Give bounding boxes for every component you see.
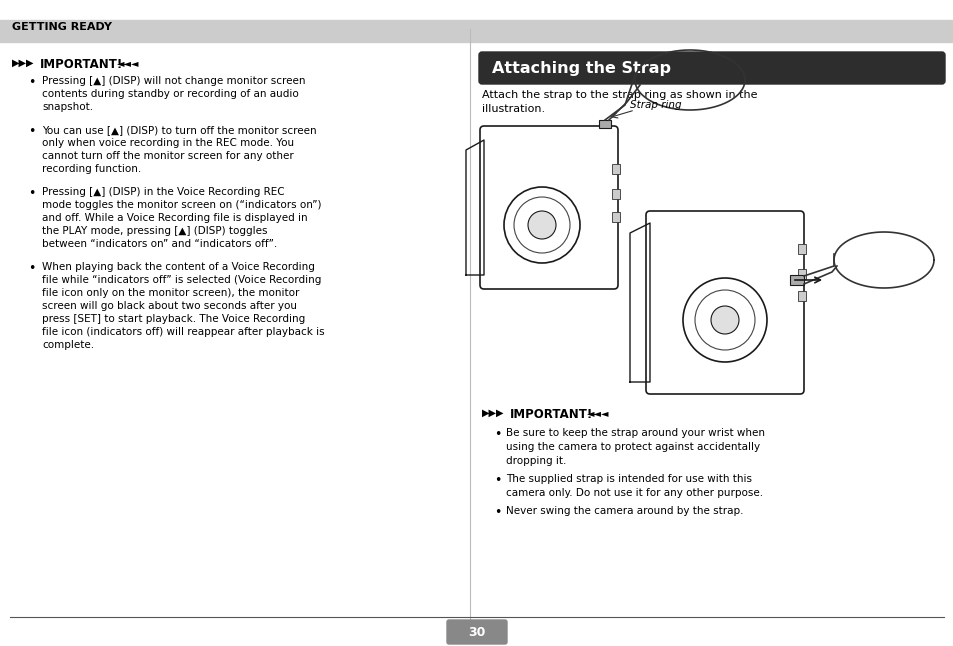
Text: •: • (28, 76, 35, 89)
Bar (789, 275, 803, 285)
FancyBboxPatch shape (478, 52, 944, 84)
FancyBboxPatch shape (447, 620, 506, 644)
FancyBboxPatch shape (645, 211, 803, 394)
Text: Pressing [▲] (DISP) will not change monitor screen: Pressing [▲] (DISP) will not change moni… (42, 76, 305, 86)
Bar (612, 164, 619, 174)
Text: the PLAY mode, pressing [▲] (DISP) toggles: the PLAY mode, pressing [▲] (DISP) toggl… (42, 226, 267, 236)
Bar (797, 269, 805, 279)
Text: screen will go black about two seconds after you: screen will go black about two seconds a… (42, 301, 296, 311)
Text: •: • (28, 187, 35, 200)
Text: •: • (28, 125, 35, 138)
Text: The supplied strap is intended for use with this: The supplied strap is intended for use w… (505, 474, 751, 484)
Text: mode toggles the monitor screen on (“indicators on”): mode toggles the monitor screen on (“ind… (42, 200, 321, 210)
Text: Strap ring: Strap ring (629, 100, 680, 110)
Text: and off. While a Voice Recording file is displayed in: and off. While a Voice Recording file is… (42, 213, 307, 223)
Text: IMPORTANT!: IMPORTANT! (40, 58, 123, 71)
Text: •: • (28, 262, 35, 275)
Text: IMPORTANT!: IMPORTANT! (510, 408, 593, 421)
Bar (0, 0, 953, 20)
Text: •: • (494, 474, 501, 487)
Text: using the camera to protect against accidentally: using the camera to protect against acci… (505, 442, 760, 452)
Text: file icon only on the monitor screen), the monitor: file icon only on the monitor screen), t… (42, 288, 299, 298)
Text: press [SET] to start playback. The Voice Recording: press [SET] to start playback. The Voice… (42, 314, 305, 324)
Text: Be sure to keep the strap around your wrist when: Be sure to keep the strap around your wr… (505, 428, 764, 438)
FancyBboxPatch shape (479, 126, 618, 289)
Text: Attach the strap to the strap ring as shown in the: Attach the strap to the strap ring as sh… (481, 90, 757, 100)
Bar (797, 291, 805, 301)
Text: camera only. Do not use it for any other purpose.: camera only. Do not use it for any other… (505, 488, 762, 498)
Text: dropping it.: dropping it. (505, 456, 566, 466)
Bar (612, 212, 619, 222)
Text: Pressing [▲] (DISP) in the Voice Recording REC: Pressing [▲] (DISP) in the Voice Recordi… (42, 187, 284, 197)
Text: file icon (indicators off) will reappear after playback is: file icon (indicators off) will reappear… (42, 327, 324, 337)
Text: illustration.: illustration. (481, 104, 544, 114)
Text: ◄◄◄: ◄◄◄ (586, 408, 609, 418)
Bar (612, 189, 619, 199)
Text: Attaching the Strap: Attaching the Strap (492, 61, 670, 76)
Circle shape (710, 306, 739, 334)
Text: ▶▶▶: ▶▶▶ (12, 58, 34, 68)
Bar (797, 244, 805, 254)
Text: 30: 30 (468, 625, 485, 638)
Text: snapshot.: snapshot. (42, 102, 93, 112)
Text: You can use [▲] (DISP) to turn off the monitor screen: You can use [▲] (DISP) to turn off the m… (42, 125, 316, 135)
Text: •: • (494, 506, 501, 519)
Circle shape (527, 211, 556, 239)
Text: between “indicators on” and “indicators off”.: between “indicators on” and “indicators … (42, 239, 277, 249)
Text: contents during standby or recording of an audio: contents during standby or recording of … (42, 89, 298, 99)
Bar (598, 120, 610, 128)
Text: Never swing the camera around by the strap.: Never swing the camera around by the str… (505, 506, 742, 516)
Text: •: • (494, 428, 501, 441)
Text: GETTING READY: GETTING READY (12, 22, 112, 32)
Bar (0, 20, 953, 42)
Text: only when voice recording in the REC mode. You: only when voice recording in the REC mod… (42, 138, 294, 148)
Text: ▶▶▶: ▶▶▶ (481, 408, 504, 418)
Text: cannot turn off the monitor screen for any other: cannot turn off the monitor screen for a… (42, 151, 294, 161)
Text: recording function.: recording function. (42, 164, 141, 174)
Text: file while “indicators off” is selected (Voice Recording: file while “indicators off” is selected … (42, 275, 321, 285)
Text: ◄◄◄: ◄◄◄ (117, 58, 139, 68)
Text: complete.: complete. (42, 340, 94, 350)
Text: When playing back the content of a Voice Recording: When playing back the content of a Voice… (42, 262, 314, 272)
